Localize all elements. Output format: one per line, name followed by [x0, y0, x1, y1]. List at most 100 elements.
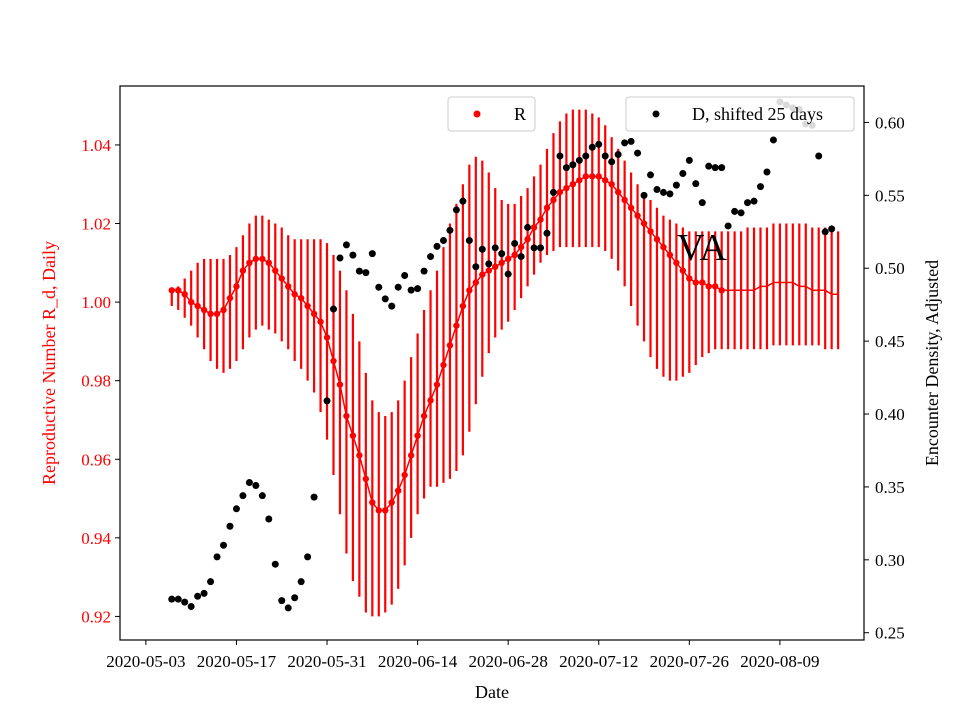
legend-r-marker — [473, 110, 481, 118]
d-point-92 — [769, 136, 777, 144]
x-axis: 2020-05-03 2020-05-17 2020-05-31 2020-06-14… — [106, 640, 820, 671]
r-point-75 — [653, 236, 661, 243]
r-point-37 — [407, 452, 415, 459]
r-point-23 — [317, 318, 324, 325]
d-point-59 — [556, 152, 564, 160]
r-point-35 — [394, 487, 402, 494]
y-left-tick-label-4: 1.00 — [81, 293, 111, 312]
r-point-54 — [517, 243, 525, 251]
r-point-50 — [492, 263, 499, 270]
d-point-91 — [763, 168, 771, 176]
d-point-71 — [634, 149, 642, 157]
x-axis-label: Date — [475, 682, 509, 702]
legend-r-label: R — [514, 104, 526, 124]
d-point-70 — [627, 137, 635, 145]
r-point-28 — [349, 432, 357, 439]
y-right-tick-label-2: 0.35 — [875, 478, 905, 497]
legend-r: R — [447, 96, 536, 132]
y-left-tick-label-0: 0.92 — [81, 607, 111, 626]
r-point-62 — [569, 181, 577, 188]
d-point-63 — [582, 152, 590, 160]
r-point-55 — [524, 236, 531, 243]
d-point-100 — [821, 228, 829, 236]
d-point-28 — [355, 267, 363, 275]
d-point-12 — [245, 479, 253, 487]
r-point-40 — [427, 397, 434, 404]
y-right-axis-label: Encounter Density, Adjusted — [922, 260, 942, 466]
x-tick-label-6: 2020-07-26 — [650, 652, 729, 671]
r-point-4 — [194, 302, 201, 310]
x-tick-label-4: 2020-06-28 — [469, 652, 548, 671]
d-point-86 — [731, 207, 739, 215]
d-point-76 — [666, 190, 674, 198]
r-point-83 — [705, 283, 712, 290]
d-point-40 — [433, 242, 441, 250]
d-point-82 — [705, 162, 713, 170]
r-point-66 — [595, 173, 602, 180]
legend-d-marker — [652, 110, 660, 118]
y-left-axis-label: Reproductive Number R_d, Daily — [39, 241, 59, 485]
r-markers — [168, 173, 725, 514]
d-point-10 — [232, 505, 240, 513]
d-point-20 — [297, 578, 305, 586]
d-point-73 — [647, 171, 655, 179]
d-point-67 — [608, 158, 616, 166]
d-markers — [168, 98, 836, 612]
d-point-64 — [588, 143, 596, 151]
legend-d-frame — [625, 96, 855, 132]
d-point-34 — [394, 283, 402, 291]
d-point-66 — [601, 152, 609, 160]
r-point-77 — [666, 251, 674, 259]
d-point-25 — [336, 254, 344, 262]
chart-annotation: VA — [677, 227, 728, 269]
x-tick-label-0: 2020-05-03 — [106, 652, 185, 671]
r-point-48 — [479, 271, 486, 278]
r-point-20 — [297, 294, 305, 302]
d-point-26 — [342, 241, 350, 249]
d-point-68 — [614, 151, 622, 159]
plot-frame — [119, 85, 865, 641]
r-point-2 — [181, 291, 188, 298]
r-point-30 — [362, 475, 370, 483]
r-point-85 — [718, 287, 725, 294]
d-point-30 — [368, 250, 376, 258]
d-point-33 — [388, 302, 396, 310]
y-left-tick-label-2: 0.96 — [81, 450, 111, 469]
d-point-55 — [530, 244, 538, 252]
d-point-101 — [828, 225, 836, 233]
d-point-78 — [679, 169, 687, 177]
d-point-4 — [194, 592, 202, 600]
y-left-axis: 0.92 0.94 0.96 0.98 1.00 1.02 1.04 — [81, 136, 120, 626]
r-point-41 — [433, 381, 441, 388]
x-tick-label-7: 2020-08-09 — [740, 652, 819, 671]
d-point-50 — [498, 250, 506, 258]
d-point-88 — [744, 199, 752, 207]
d-point-24 — [329, 305, 337, 313]
d-point-21 — [304, 553, 312, 561]
legend-d: D, shifted 25 days — [625, 96, 855, 132]
d-point-16 — [271, 560, 279, 568]
r-point-84 — [712, 283, 719, 290]
d-point-83 — [711, 164, 719, 172]
r-point-9 — [226, 294, 234, 302]
d-point-84 — [718, 164, 726, 172]
y-right-tick-label-5: 0.50 — [875, 259, 905, 278]
r-point-68 — [608, 181, 615, 188]
r-point-33 — [382, 507, 389, 514]
d-point-14 — [258, 492, 266, 500]
d-point-61 — [569, 161, 577, 169]
d-point-80 — [692, 180, 700, 188]
d-point-89 — [750, 197, 758, 205]
d-point-5 — [200, 589, 208, 597]
d-point-69 — [621, 139, 629, 147]
d-point-99 — [815, 152, 823, 160]
d-point-81 — [698, 199, 706, 207]
y-right-axis: 0.25 0.30 0.35 0.40 0.45 0.50 0.55 0.60 — [864, 113, 905, 643]
d-point-51 — [504, 270, 512, 278]
r-point-61 — [563, 184, 570, 192]
y-right-tick-label-3: 0.40 — [875, 405, 905, 424]
r-point-32 — [375, 507, 382, 514]
d-point-23 — [323, 397, 331, 405]
d-point-85 — [724, 222, 732, 230]
d-point-57 — [543, 229, 551, 237]
